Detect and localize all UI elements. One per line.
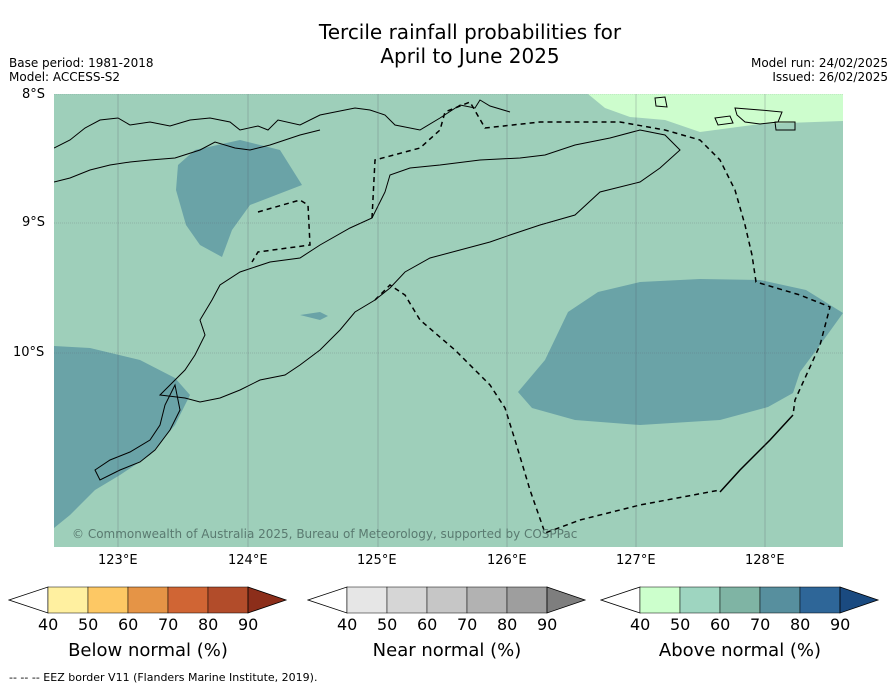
colorbar-tick-label: 90 (238, 615, 259, 634)
colorbar-tick-label: 50 (78, 615, 99, 634)
legend-above-normal-ticks: 40 50 60 70 80 90 (600, 615, 882, 635)
model-run: Model run: 24/02/2025 (750, 56, 888, 70)
colorbar-tick-label: 80 (198, 615, 219, 634)
colorbar-segment (386, 586, 428, 614)
colorbar-extend-low (600, 586, 641, 614)
lat-label-10s: 10°S (13, 345, 45, 360)
above-70-region-west (54, 346, 190, 528)
colorbar-segment (639, 586, 681, 614)
colorbar-extend-high (839, 586, 880, 614)
colorbar-tick-label: 90 (830, 615, 851, 634)
colorbar-extend-low (8, 586, 49, 614)
lat-label-9s: 9°S (22, 215, 46, 230)
coastline-north-2 (54, 129, 321, 183)
colorbar-segment (799, 586, 841, 614)
colorbar-tick-label: 60 (710, 615, 731, 634)
legend-below-normal-colorbar (8, 586, 288, 614)
above-70-region-small (300, 312, 328, 320)
colorbar-tick-label: 40 (630, 615, 651, 634)
colorbar-segment (506, 586, 548, 614)
map-copyright: © Commonwealth of Australia 2025, Bureau… (72, 527, 578, 541)
title-line-1: Tercile rainfall probabilities for (318, 20, 622, 44)
colorbar-tick-label: 80 (497, 615, 518, 634)
colorbar-segment (719, 586, 761, 614)
eez-border (251, 101, 831, 534)
lon-label-123e: 123°E (98, 553, 138, 568)
lat-label-8s: 8°S (22, 87, 46, 102)
map-panel (54, 94, 843, 547)
lon-label-124e: 124°E (228, 553, 268, 568)
title-line-2: April to June 2025 (380, 44, 560, 68)
colorbar-segment (679, 586, 721, 614)
colorbar-extend-high (546, 586, 587, 614)
colorbar-segment (47, 586, 89, 614)
colorbar-segment (426, 586, 468, 614)
chart-title: Tercile rainfall probabilities for April… (0, 20, 896, 68)
eez-footnote: -- -- -- EEZ border V11 (Flanders Marine… (9, 671, 318, 684)
legend-near-normal-colorbar (307, 586, 587, 614)
colorbar-tick-label: 80 (790, 615, 811, 634)
colorbar-tick-label: 70 (750, 615, 771, 634)
above-70-region-north (176, 140, 302, 257)
issued-date: Issued: 26/02/2025 (772, 70, 888, 84)
legend-below-normal-title: Below normal (%) (68, 640, 228, 661)
legend-near-normal-ticks: 40 50 60 70 80 90 (307, 615, 589, 635)
base-period: Base period: 1981-2018 (9, 56, 154, 70)
colorbar-tick-label: 90 (537, 615, 558, 634)
colorbar-segment (346, 586, 388, 614)
lon-label-128e: 128°E (745, 553, 785, 568)
colorbar-segment (87, 586, 129, 614)
legend-near-normal-title: Near normal (%) (372, 640, 522, 661)
colorbar-tick-label: 60 (118, 615, 139, 634)
colorbar-extend-low (307, 586, 348, 614)
colorbar-tick-label: 40 (38, 615, 59, 634)
above-70-region-east (518, 279, 843, 425)
colorbar-segment (207, 586, 249, 614)
eez-border-solid (719, 414, 794, 493)
colorbar-tick-label: 60 (417, 615, 438, 634)
colorbar-tick-label: 50 (670, 615, 691, 634)
lon-label-126e: 126°E (487, 553, 527, 568)
meta-right: Model run: 24/02/2025 Issued: 26/02/2025 (751, 56, 888, 84)
coastline-timor (158, 129, 681, 403)
meta-left: Base period: 1981-2018 Model: ACCESS-S2 (9, 56, 154, 84)
coastline-west (94, 383, 181, 481)
lon-label-125e: 125°E (357, 553, 397, 568)
colorbar-segment (759, 586, 801, 614)
legend-above-normal-title: Above normal (%) (658, 640, 822, 661)
model-name: Model: ACCESS-S2 (9, 70, 121, 84)
colorbar-segment (127, 586, 169, 614)
colorbar-segment (466, 586, 508, 614)
colorbar-tick-label: 70 (158, 615, 179, 634)
coastline-north (54, 99, 511, 149)
colorbar-tick-label: 50 (377, 615, 398, 634)
colorbar-tick-label: 40 (337, 615, 358, 634)
colorbar-extend-high (247, 586, 288, 614)
colorbar-segment (167, 586, 209, 614)
gridlines (54, 94, 843, 547)
colorbar-tick-label: 70 (457, 615, 478, 634)
lon-label-127e: 127°E (616, 553, 656, 568)
legend-below-normal-ticks: 40 50 60 70 80 90 (8, 615, 290, 635)
legend-above-normal-colorbar (600, 586, 880, 614)
coastline-islands-ne (654, 96, 796, 131)
